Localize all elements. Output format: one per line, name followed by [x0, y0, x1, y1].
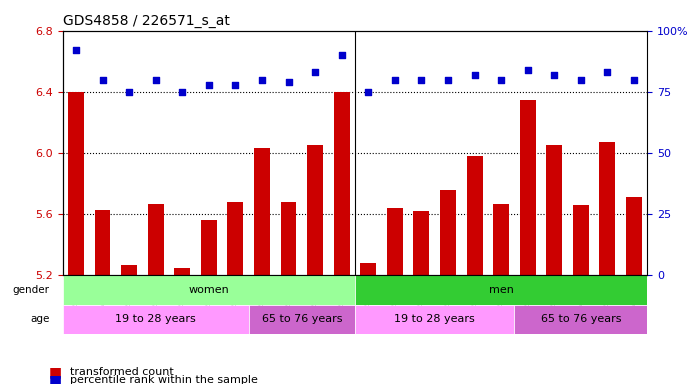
Bar: [228, 202, 244, 275]
Point: [150, 76, 161, 83]
Bar: [121, 265, 137, 275]
FancyBboxPatch shape: [355, 305, 514, 334]
Bar: [174, 268, 190, 275]
FancyBboxPatch shape: [514, 305, 647, 334]
Point: [283, 79, 294, 85]
Text: age: age: [30, 314, 49, 324]
Point: [97, 76, 108, 83]
Bar: [333, 92, 349, 275]
Bar: [599, 142, 615, 275]
FancyBboxPatch shape: [63, 275, 355, 305]
Point: [70, 47, 81, 53]
Point: [576, 76, 587, 83]
Point: [602, 69, 613, 75]
Bar: [573, 205, 589, 275]
Bar: [546, 146, 562, 275]
Text: 19 to 28 years: 19 to 28 years: [116, 314, 196, 324]
Bar: [95, 210, 111, 275]
Point: [177, 89, 188, 95]
Text: 19 to 28 years: 19 to 28 years: [395, 314, 475, 324]
Point: [203, 81, 214, 88]
Point: [628, 76, 640, 83]
Bar: [520, 99, 536, 275]
Text: gender: gender: [13, 285, 49, 295]
Point: [256, 76, 267, 83]
Point: [123, 89, 134, 95]
Text: transformed count: transformed count: [70, 367, 173, 377]
Point: [548, 72, 560, 78]
Bar: [148, 204, 164, 275]
Point: [416, 76, 427, 83]
Point: [310, 69, 321, 75]
Text: women: women: [189, 285, 229, 295]
Bar: [254, 149, 270, 275]
Point: [522, 67, 533, 73]
Bar: [201, 220, 216, 275]
Bar: [387, 208, 403, 275]
Bar: [413, 211, 429, 275]
Point: [469, 72, 480, 78]
Bar: [280, 202, 296, 275]
FancyBboxPatch shape: [248, 305, 355, 334]
Bar: [307, 146, 323, 275]
Bar: [440, 190, 456, 275]
Bar: [466, 156, 482, 275]
Point: [230, 81, 241, 88]
Text: GDS4858 / 226571_s_at: GDS4858 / 226571_s_at: [63, 14, 230, 28]
Text: men: men: [489, 285, 514, 295]
Text: 65 to 76 years: 65 to 76 years: [262, 314, 342, 324]
FancyBboxPatch shape: [63, 305, 248, 334]
Text: 65 to 76 years: 65 to 76 years: [541, 314, 621, 324]
Bar: [493, 204, 509, 275]
Text: ■: ■: [49, 373, 62, 384]
Text: ■: ■: [49, 366, 62, 379]
Bar: [626, 197, 642, 275]
Point: [363, 89, 374, 95]
Point: [496, 76, 507, 83]
Bar: [68, 92, 84, 275]
FancyBboxPatch shape: [355, 275, 647, 305]
Point: [336, 52, 347, 58]
Point: [443, 76, 454, 83]
Point: [389, 76, 400, 83]
Text: percentile rank within the sample: percentile rank within the sample: [70, 375, 258, 384]
Bar: [361, 263, 377, 275]
